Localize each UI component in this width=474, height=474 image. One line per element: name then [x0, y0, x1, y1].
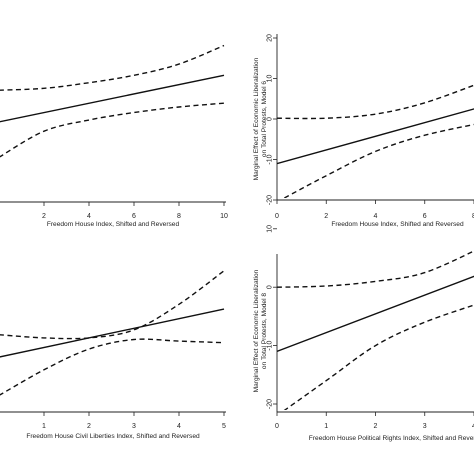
- y-tick-label: 10: [266, 225, 273, 233]
- x-tick-label: 0: [275, 423, 279, 430]
- upper-ci-line: [277, 84, 474, 120]
- y-tick-label: 0: [266, 285, 273, 289]
- panel-top-left: 2 4 6 8 10 Freedom House Index, Shifted and R…: [0, 44, 228, 228]
- x-tick-label: 10: [220, 213, 228, 220]
- x-tick-label: 1: [42, 423, 46, 430]
- lower-ci-line: [282, 123, 474, 198]
- y-axis-title-line-2: on Total Protests, Model 8: [261, 293, 268, 369]
- y-axis-title-line-1: Marginal Effect of Economic Liberalizati…: [253, 269, 260, 392]
- upper-ci-line: [0, 44, 225, 91]
- x-tick-label: 2: [324, 213, 328, 220]
- lower-ci-line: [0, 338, 225, 396]
- y-tick-label: 20: [266, 34, 273, 42]
- x-tick-label: 4: [87, 213, 91, 220]
- y-axis-title-line-2: on Total Protests, Model 6: [261, 81, 268, 157]
- x-tick-label: 0: [275, 213, 279, 220]
- x-axis-title: Freedom House Index, Shifted and Reverse…: [47, 221, 180, 228]
- upper-ci-line: [0, 270, 225, 340]
- x-tick-label: 8: [177, 213, 181, 220]
- x-tick-label: 3: [423, 423, 427, 430]
- x-tick-label: 1: [324, 423, 328, 430]
- lower-ci-line: [283, 304, 474, 410]
- estimate-line: [277, 108, 474, 165]
- x-tick-label: 4: [472, 423, 474, 430]
- x-tick-label: 8: [472, 213, 474, 220]
- x-tick-label: 2: [374, 423, 378, 430]
- panel-top-right: 0 2 4 6 8 Freedom House Index, Shifted and Re…: [253, 34, 474, 228]
- y-tick-label: 10: [266, 75, 273, 83]
- x-axis-title: Freedom House Political Rights Index, Sh…: [309, 435, 474, 442]
- estimate-line: [277, 275, 474, 353]
- y-tick-label: -10: [266, 340, 273, 350]
- x-tick-label: 3: [132, 423, 136, 430]
- y-axis-title-line-1: Marginal Effect of Economic Liberalizati…: [253, 57, 260, 180]
- panel-bottom-left: 1 2 3 4 5 Freedom House Civil Liberties Index…: [0, 270, 226, 440]
- x-tick-label: 2: [87, 423, 91, 430]
- x-tick-label: 4: [177, 423, 181, 430]
- lower-ci-line: [0, 102, 225, 158]
- estimate-line: [0, 74, 225, 123]
- y-tick-label: -20: [266, 195, 273, 205]
- y-tick-label: 0: [266, 117, 273, 121]
- x-axis-title: Freedom House Civil Liberties Index, Shi…: [26, 433, 200, 440]
- x-tick-label: 4: [374, 213, 378, 220]
- x-axis-title: Freedom House Index, Shifted and Reverse…: [331, 221, 464, 228]
- x-tick-label: 6: [132, 213, 136, 220]
- y-tick-label: -10: [266, 154, 273, 164]
- x-tick-label: 6: [423, 213, 427, 220]
- panel-bottom-right: 0 1 2 3 4 Freedom House Political Rights Inde…: [253, 225, 474, 442]
- x-tick-label: 5: [222, 423, 226, 430]
- x-tick-label: 2: [42, 213, 46, 220]
- y-tick-label: -20: [266, 399, 273, 409]
- upper-ci-line: [277, 250, 474, 288]
- estimate-line: [0, 308, 225, 358]
